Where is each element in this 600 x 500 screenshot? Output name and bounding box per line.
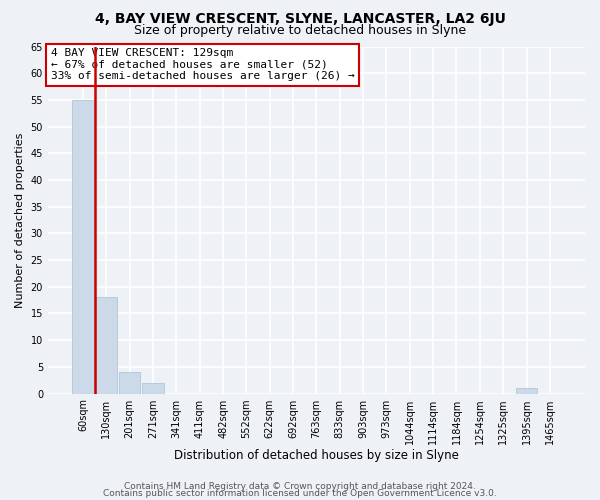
- Text: 4 BAY VIEW CRESCENT: 129sqm
← 67% of detached houses are smaller (52)
33% of sem: 4 BAY VIEW CRESCENT: 129sqm ← 67% of det…: [50, 48, 355, 82]
- X-axis label: Distribution of detached houses by size in Slyne: Distribution of detached houses by size …: [174, 450, 459, 462]
- Bar: [119, 372, 140, 394]
- Bar: [95, 298, 117, 394]
- Bar: [516, 388, 537, 394]
- Bar: [142, 383, 164, 394]
- Text: Size of property relative to detached houses in Slyne: Size of property relative to detached ho…: [134, 24, 466, 37]
- Text: Contains public sector information licensed under the Open Government Licence v3: Contains public sector information licen…: [103, 490, 497, 498]
- Y-axis label: Number of detached properties: Number of detached properties: [15, 132, 25, 308]
- Text: Contains HM Land Registry data © Crown copyright and database right 2024.: Contains HM Land Registry data © Crown c…: [124, 482, 476, 491]
- Bar: [73, 100, 94, 394]
- Text: 4, BAY VIEW CRESCENT, SLYNE, LANCASTER, LA2 6JU: 4, BAY VIEW CRESCENT, SLYNE, LANCASTER, …: [95, 12, 505, 26]
